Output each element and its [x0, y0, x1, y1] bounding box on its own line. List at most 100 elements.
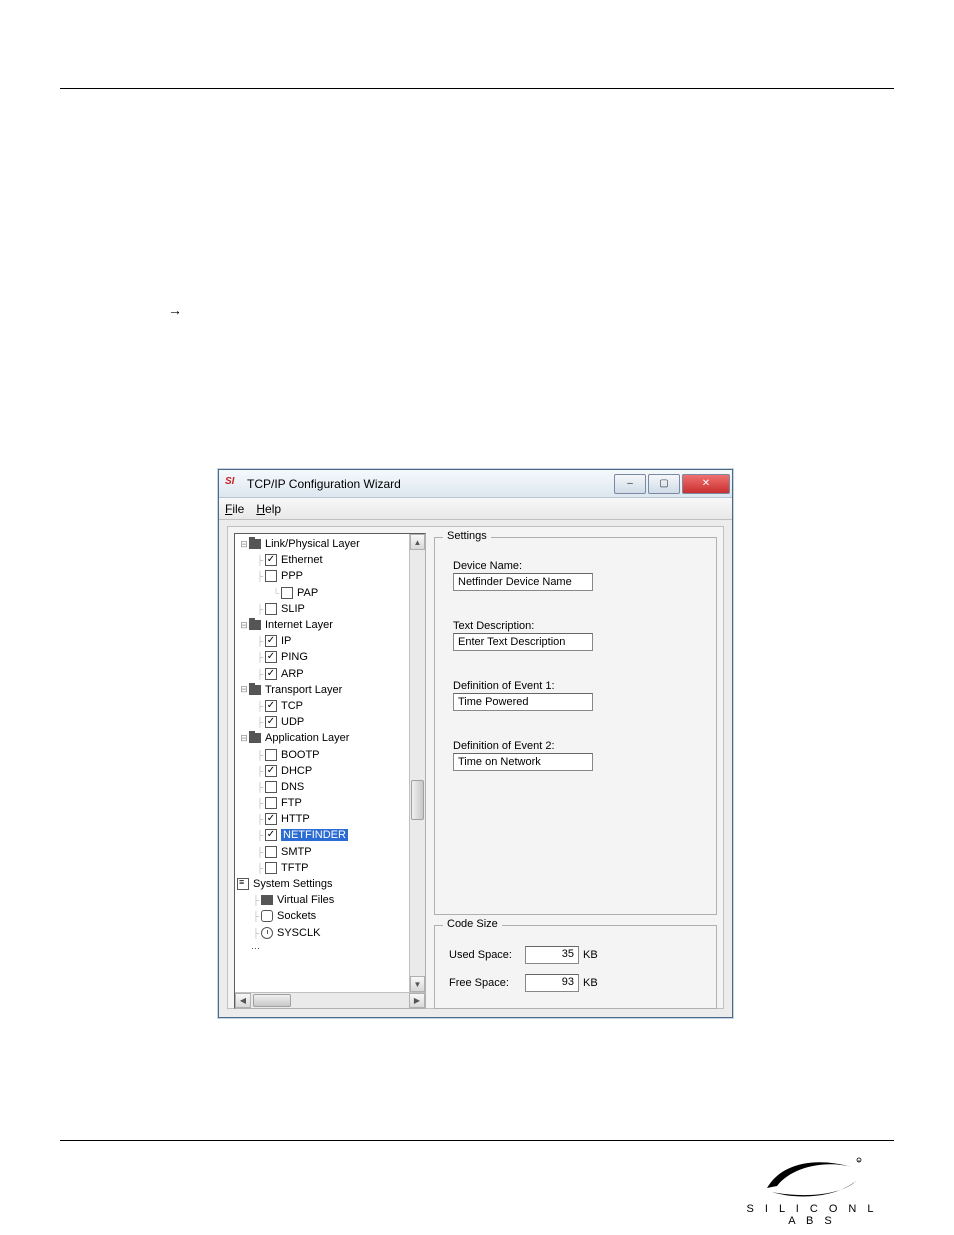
checkbox-icon[interactable]: [265, 749, 277, 761]
unit-used-space: KB: [583, 949, 598, 961]
clk-icon: [261, 927, 273, 939]
menu-file[interactable]: File: [225, 502, 244, 516]
tree-scrollbar-vertical[interactable]: ▲ ▼: [409, 534, 425, 992]
page-rule-top: [60, 88, 894, 89]
silicon-labs-logo: R S I L I C O N L A B S: [742, 1152, 882, 1227]
tree-item-label: TCP: [281, 700, 303, 712]
checkbox-icon[interactable]: [265, 765, 277, 777]
tree-cutoff-row[interactable]: ⋯: [237, 941, 425, 957]
checkbox-icon[interactable]: [265, 668, 277, 680]
input-event1[interactable]: [453, 693, 593, 711]
tree-item-label: Sockets: [277, 910, 316, 922]
tree-item[interactable]: ├TFTP: [237, 860, 425, 876]
tree-item-label: PING: [281, 651, 308, 663]
tree-group[interactable]: ⊟Internet Layer: [237, 617, 425, 633]
field-text-description: Text Description:: [453, 620, 593, 651]
minimize-button[interactable]: –: [614, 474, 646, 494]
protocol-tree[interactable]: ⊟Link/Physical Layer├Ethernet├PPP└PAP├SL…: [235, 534, 425, 959]
label-used-space: Used Space:: [449, 949, 525, 961]
tree-item[interactable]: ├HTTP: [237, 811, 425, 827]
tree-item[interactable]: ├SYSCLK: [237, 925, 425, 941]
checkbox-icon[interactable]: [265, 862, 277, 874]
tree-system-settings[interactable]: System Settings: [237, 876, 425, 892]
tree-item-label: Ethernet: [281, 554, 323, 566]
menu-help[interactable]: Help: [256, 502, 281, 516]
input-event2[interactable]: [453, 753, 593, 771]
tree-item[interactable]: ├SMTP: [237, 844, 425, 860]
scroll-right-button[interactable]: ▶: [409, 993, 425, 1008]
tree-item[interactable]: ├IP: [237, 633, 425, 649]
unit-free-space: KB: [583, 977, 598, 989]
tree-item[interactable]: ├DHCP: [237, 763, 425, 779]
tree-group-label: Transport Layer: [265, 684, 342, 696]
settings-icon: [237, 878, 249, 890]
tree-cutoff: ⋯: [251, 943, 261, 954]
scroll-thumb-v[interactable]: [411, 780, 424, 820]
tree-scrollbar-horizontal[interactable]: ◀ ▶: [235, 992, 425, 1008]
tree-item[interactable]: ├Virtual Files: [237, 892, 425, 908]
checkbox-icon[interactable]: [265, 700, 277, 712]
tree-item[interactable]: ├FTP: [237, 795, 425, 811]
checkbox-icon[interactable]: [281, 587, 293, 599]
tree-item-label: FTP: [281, 797, 302, 809]
checkbox-icon[interactable]: [265, 554, 277, 566]
tree-item-label: DHCP: [281, 765, 312, 777]
checkbox-icon[interactable]: [265, 603, 277, 615]
tree-group[interactable]: ⊟Application Layer: [237, 730, 425, 746]
tree-item-label: NETFINDER: [281, 829, 348, 841]
tree-item[interactable]: ├Sockets: [237, 908, 425, 924]
window-controls: – ▢ ✕: [614, 474, 732, 494]
checkbox-icon[interactable]: [265, 813, 277, 825]
checkbox-icon[interactable]: [265, 829, 277, 841]
value-used-space: 35: [525, 946, 579, 964]
tree-item[interactable]: ├BOOTP: [237, 746, 425, 762]
checkbox-icon[interactable]: [265, 570, 277, 582]
checkbox-icon[interactable]: [265, 651, 277, 663]
close-button[interactable]: ✕: [682, 474, 730, 494]
tree-panel: ⊟Link/Physical Layer├Ethernet├PPP└PAP├SL…: [234, 533, 426, 1009]
tree-item[interactable]: ├TCP: [237, 698, 425, 714]
field-event1: Definition of Event 1:: [453, 680, 593, 711]
input-device-name[interactable]: [453, 573, 593, 591]
maximize-button[interactable]: ▢: [648, 474, 680, 494]
tree-item[interactable]: ├DNS: [237, 779, 425, 795]
tree-item-label: Virtual Files: [277, 894, 334, 906]
settings-group-label: Settings: [443, 530, 491, 542]
tree-item[interactable]: ├PING: [237, 649, 425, 665]
titlebar[interactable]: SI TCP/IP Configuration Wizard – ▢ ✕: [219, 470, 732, 498]
checkbox-icon[interactable]: [265, 797, 277, 809]
checkbox-icon[interactable]: [265, 716, 277, 728]
checkbox-icon[interactable]: [265, 635, 277, 647]
tree-item[interactable]: ├SLIP: [237, 601, 425, 617]
tree-item[interactable]: ├Ethernet: [237, 552, 425, 568]
tree-group[interactable]: ⊟Transport Layer: [237, 682, 425, 698]
tree-group-label: Application Layer: [265, 732, 349, 744]
logo-text: S I L I C O N L A B S: [742, 1203, 882, 1227]
scroll-track-h[interactable]: [251, 993, 409, 1008]
tree-item[interactable]: ├NETFINDER: [237, 827, 425, 843]
scroll-up-button[interactable]: ▲: [410, 534, 425, 550]
label-device-name: Device Name:: [453, 560, 593, 572]
folder-icon: [249, 733, 261, 743]
tree-item[interactable]: ├ARP: [237, 666, 425, 682]
tree-item[interactable]: ├UDP: [237, 714, 425, 730]
checkbox-icon[interactable]: [265, 846, 277, 858]
folder-icon: [249, 539, 261, 549]
tree-item-label: SLIP: [281, 603, 305, 615]
input-text-description[interactable]: [453, 633, 593, 651]
settings-group: Settings Device Name: Text Description: …: [434, 537, 717, 915]
tree-item-label: UDP: [281, 716, 304, 728]
tree-item-label: PPP: [281, 570, 303, 582]
scroll-thumb-h[interactable]: [253, 994, 291, 1007]
scroll-left-button[interactable]: ◀: [235, 993, 251, 1008]
folder-icon: [249, 620, 261, 630]
scroll-down-button[interactable]: ▼: [410, 976, 425, 992]
tree-item[interactable]: ├PPP: [237, 568, 425, 584]
checkbox-icon[interactable]: [265, 781, 277, 793]
tree-group[interactable]: ⊟Link/Physical Layer: [237, 536, 425, 552]
tree-item[interactable]: └PAP: [237, 585, 425, 601]
tree-item-label: SYSCLK: [277, 927, 320, 939]
row-free-space: Free Space: 93 KB: [449, 974, 598, 992]
scroll-track-v[interactable]: [410, 550, 425, 976]
tree-group-label: Link/Physical Layer: [265, 538, 360, 550]
